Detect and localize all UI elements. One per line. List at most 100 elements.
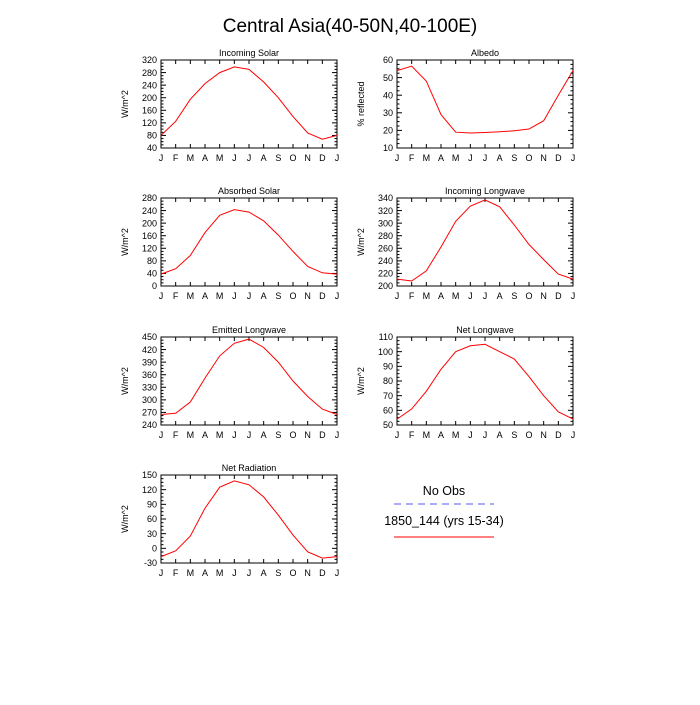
incoming-longwave-ytick-label: 280 (378, 231, 393, 241)
emitted-longwave-xtick-label: A (261, 430, 267, 440)
net-longwave-ytick-label: 100 (378, 347, 393, 357)
incoming-longwave-xtick-label: M (452, 291, 460, 301)
net-longwave-ytick-label: 70 (383, 391, 393, 401)
emitted-longwave-series-line (160, 338, 338, 415)
absorbed-solar-ytick-label: 240 (142, 206, 157, 216)
incoming-solar-ytick-label: 240 (142, 80, 157, 90)
net-longwave-xtick-label: A (438, 430, 444, 440)
albedo-xtick-label: A (438, 153, 444, 163)
net-longwave-xtick-label: O (525, 430, 532, 440)
net-radiation-xtick-label: F (173, 568, 179, 578)
absorbed-solar-xtick-label: F (173, 291, 179, 301)
absorbed-solar-xtick-label: O (289, 291, 296, 301)
absorbed-solar-ytick-label: 0 (152, 281, 157, 291)
net-longwave-ytick-label: 80 (383, 376, 393, 386)
incoming-solar-title: Incoming Solar (219, 48, 279, 58)
net-longwave-xtick-label: J (571, 430, 576, 440)
absorbed-solar-xtick-label: N (304, 291, 311, 301)
incoming-longwave-ytick-label: 200 (378, 281, 393, 291)
incoming-longwave-xtick-label: S (511, 291, 517, 301)
incoming-longwave-ytick-label: 320 (378, 206, 393, 216)
incoming-longwave-ytick-label: 300 (378, 218, 393, 228)
absorbed-solar-xtick-label: A (261, 291, 267, 301)
net-longwave-xtick-label: M (452, 430, 460, 440)
net-longwave-series-line (396, 343, 574, 420)
net-radiation-xtick-label: J (335, 568, 340, 578)
panel-incoming-solar: Incoming Solar W/m^2 40 80 120 160 200 240 280 32… (120, 48, 339, 163)
incoming-longwave-xtick-label: M (423, 291, 431, 301)
net-longwave-xtick-label: M (423, 430, 431, 440)
incoming-solar-ylabel: W/m^2 (120, 90, 130, 118)
albedo-series-line (396, 65, 574, 134)
net-radiation-ytick-label: 150 (142, 470, 157, 480)
albedo-ytick-label: 40 (383, 90, 393, 100)
absorbed-solar-xtick-label: M (187, 291, 195, 301)
net-longwave-xtick-label: A (497, 430, 503, 440)
absorbed-solar-ylabel: W/m^2 (120, 228, 130, 256)
emitted-longwave-ytick-label: 270 (142, 408, 157, 418)
net-radiation-xtick-label: J (159, 568, 164, 578)
net-radiation-xtick-label: A (261, 568, 267, 578)
legend-obs-label: No Obs (423, 484, 465, 498)
net-radiation-title: Net Radiation (222, 463, 277, 473)
incoming-longwave-series-line (396, 199, 574, 282)
net-radiation-xtick-label: D (319, 568, 326, 578)
net-longwave-xtick-label: J (468, 430, 473, 440)
absorbed-solar-xtick-label: D (319, 291, 326, 301)
emitted-longwave-xtick-label: A (202, 430, 208, 440)
net-radiation-ytick-label: 120 (142, 485, 157, 495)
emitted-longwave-ytick-label: 360 (142, 370, 157, 380)
incoming-solar-ytick-label: 320 (142, 55, 157, 65)
panel-incoming-longwave: Incoming Longwave W/m^2 200 220 240 260 280 300… (356, 186, 575, 301)
emitted-longwave-xtick-label: J (247, 430, 252, 440)
albedo-ytick-label: 50 (383, 73, 393, 83)
page-title: Central Asia(40-50N,40-100E) (223, 16, 478, 37)
incoming-solar-ytick-label: 40 (147, 143, 157, 153)
net-longwave-ytick-label: 90 (383, 362, 393, 372)
emitted-longwave-ytick-label: 300 (142, 395, 157, 405)
emitted-longwave-ytick-label: 390 (142, 357, 157, 367)
albedo-xtick-label: F (409, 153, 415, 163)
emitted-longwave-xtick-label: D (319, 430, 326, 440)
incoming-longwave-ylabel: W/m^2 (356, 228, 366, 256)
incoming-longwave-xtick-label: J (395, 291, 400, 301)
net-radiation-xtick-label: M (216, 568, 224, 578)
incoming-longwave-xtick-label: J (571, 291, 576, 301)
net-radiation-xtick-label: A (202, 568, 208, 578)
albedo-xtick-label: S (511, 153, 517, 163)
net-radiation-series-line (160, 480, 338, 559)
absorbed-solar-ytick-label: 80 (147, 256, 157, 266)
albedo-xtick-label: J (468, 153, 473, 163)
emitted-longwave-xtick-label: O (289, 430, 296, 440)
absorbed-solar-xtick-label: A (202, 291, 208, 301)
net-radiation-ytick-label: 0 (152, 544, 157, 554)
absorbed-solar-xtick-label: J (232, 291, 237, 301)
incoming-solar-xtick-label: F (173, 153, 179, 163)
albedo-ytick-label: 20 (383, 126, 393, 136)
net-radiation-xtick-label: N (304, 568, 311, 578)
incoming-solar-xtick-label: O (289, 153, 296, 163)
incoming-solar-ytick-label: 200 (142, 93, 157, 103)
incoming-longwave-ytick-label: 220 (378, 269, 393, 279)
net-radiation-ytick-label: 60 (147, 514, 157, 524)
emitted-longwave-xtick-label: M (187, 430, 195, 440)
incoming-longwave-ytick-label: 340 (378, 193, 393, 203)
panels-group: Incoming SolarW/m^2408012016020024028032… (120, 48, 575, 578)
emitted-longwave-ylabel: W/m^2 (120, 367, 130, 395)
incoming-solar-ytick-label: 160 (142, 105, 157, 115)
incoming-solar-xtick-label: A (202, 153, 208, 163)
albedo-xtick-label: D (555, 153, 562, 163)
panel-absorbed-solar: Absorbed Solar W/m^2 0 40 80 120 160 200 240 280 J… (120, 186, 339, 301)
emitted-longwave-ytick-label: 240 (142, 420, 157, 430)
net-radiation-ytick-label: 30 (147, 529, 157, 539)
incoming-solar-xtick-label: M (187, 153, 195, 163)
emitted-longwave-ytick-label: 450 (142, 332, 157, 342)
albedo-xtick-label: J (483, 153, 488, 163)
incoming-solar-series-line (160, 66, 338, 140)
absorbed-solar-xtick-label: J (247, 291, 252, 301)
net-radiation-xtick-label: O (289, 568, 296, 578)
incoming-solar-xtick-label: A (261, 153, 267, 163)
net-longwave-xtick-label: S (511, 430, 517, 440)
net-longwave-ytick-label: 50 (383, 420, 393, 430)
